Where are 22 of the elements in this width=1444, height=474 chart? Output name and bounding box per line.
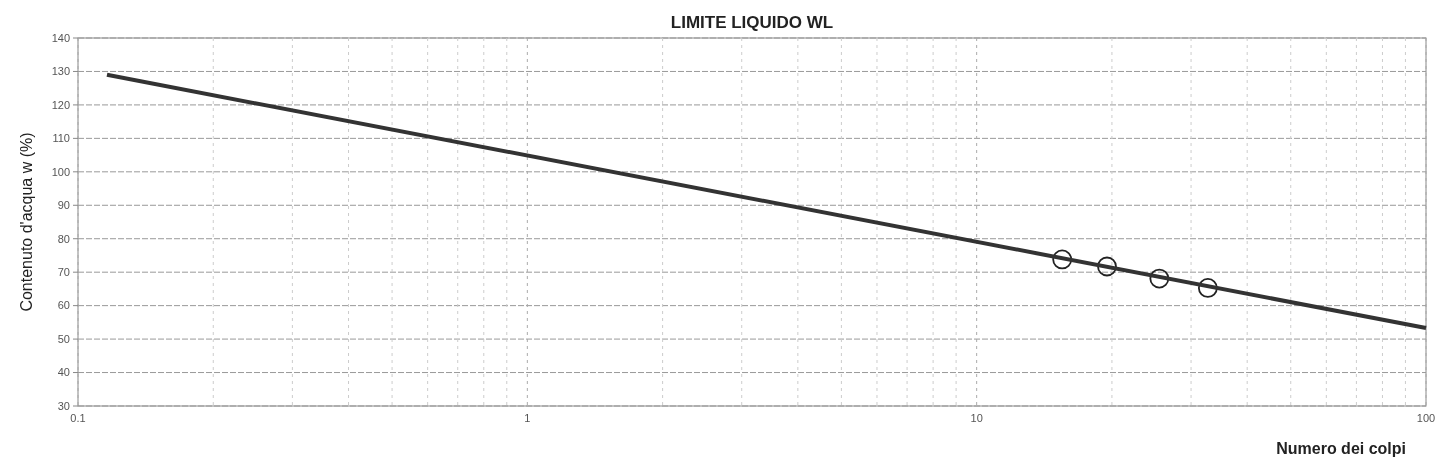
x-tick-label: 100 — [1416, 412, 1436, 424]
y-tick-label: 70 — [57, 266, 70, 279]
y-tick-label: 80 — [57, 232, 70, 245]
point — [1052, 249, 1073, 270]
y-tick-label: 50 — [57, 332, 70, 345]
y-axis-title: Contenuto d'acqua w (%) — [18, 132, 35, 312]
x-axis-title: Numero dei colpi — [1276, 440, 1406, 457]
y-tick-label: 30 — [57, 399, 70, 412]
y-tick-label: 140 — [51, 31, 70, 44]
y-tick-label: 110 — [52, 132, 70, 145]
chart-title: LIMITE LIQUIDO WL — [670, 13, 834, 32]
y-tick-label: 120 — [51, 98, 70, 111]
x-tick-label: 0.1 — [70, 412, 86, 424]
x-tick-label: 10 — [970, 412, 983, 424]
y-tick-label: 90 — [57, 199, 70, 212]
y-tick-label: 100 — [51, 165, 70, 178]
point — [1197, 278, 1218, 298]
y-tick-label: 40 — [57, 366, 70, 379]
x-tick-label: 1 — [524, 412, 531, 424]
y-tick-label: 130 — [51, 65, 70, 78]
y-tick-label: 60 — [57, 299, 70, 312]
point — [1149, 268, 1170, 289]
